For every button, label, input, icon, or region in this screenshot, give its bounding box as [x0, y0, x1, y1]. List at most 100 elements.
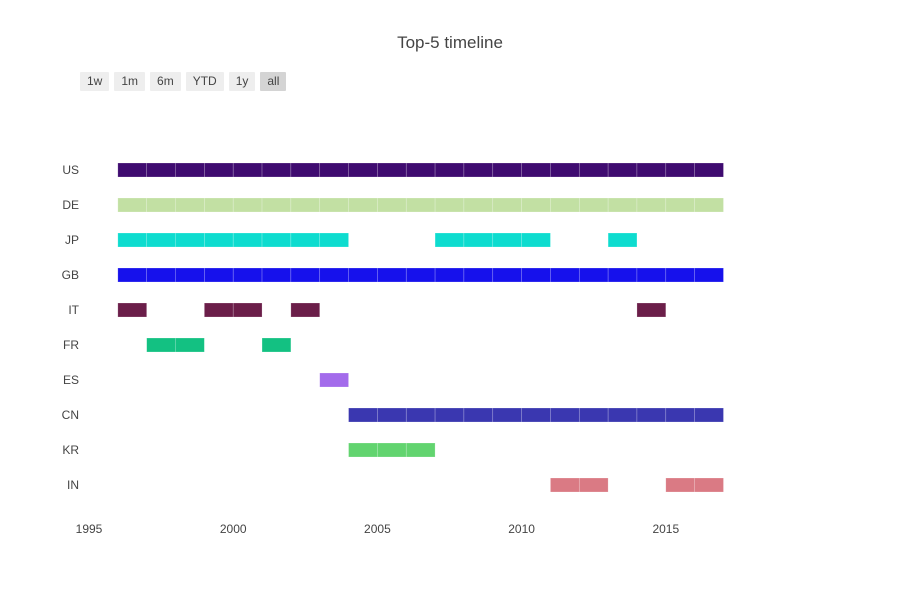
y-tick-label-us: US [62, 163, 79, 177]
bar-us-1997 [146, 162, 176, 178]
bar-gb-2005 [377, 267, 407, 283]
bar-us-2007 [434, 162, 465, 178]
bar-de-2014 [636, 197, 667, 213]
bar-it-2014 [636, 302, 667, 318]
bar-gb-1996 [117, 267, 147, 283]
bar-us-2002 [290, 162, 321, 178]
bar-jp-2002 [290, 232, 321, 248]
bar-gb-1999 [204, 267, 234, 283]
bar-gb-2008 [463, 267, 494, 283]
range-button-6m[interactable]: 6m [150, 72, 181, 91]
bar-jp-2010 [521, 232, 551, 248]
y-tick-label-it: IT [68, 303, 79, 317]
bar-cn-2010 [521, 407, 551, 423]
bar-cn-2007 [434, 407, 465, 423]
bar-gb-2002 [290, 267, 321, 283]
bar-it-2000 [232, 302, 263, 318]
bar-gb-2001 [261, 267, 292, 283]
bar-us-2003 [319, 162, 349, 178]
y-tick-label-fr: FR [63, 338, 79, 352]
bar-de-2010 [521, 197, 551, 213]
bar-gb-2000 [232, 267, 263, 283]
range-button-1w[interactable]: 1w [80, 72, 110, 91]
bar-de-1998 [175, 197, 205, 213]
x-tick-label-2015: 2015 [652, 522, 679, 536]
bar-kr-2004 [348, 442, 378, 458]
bar-jp-2007 [434, 232, 465, 248]
bar-de-2008 [463, 197, 494, 213]
bar-gb-2007 [434, 267, 465, 283]
bar-de-2009 [492, 197, 522, 213]
bar-de-2015 [665, 197, 695, 213]
bar-kr-2006 [405, 442, 436, 458]
bar-cn-2006 [405, 407, 436, 423]
y-tick-label-gb: GB [62, 268, 79, 282]
bar-jp-2001 [261, 232, 292, 248]
x-tick-label-2005: 2005 [364, 522, 391, 536]
chart-title: Top-5 timeline [397, 33, 503, 52]
bar-de-2007 [434, 197, 465, 213]
bar-de-2002 [290, 197, 321, 213]
y-tick-label-es: ES [63, 373, 79, 387]
bar-de-2012 [578, 197, 609, 213]
bar-us-2016 [694, 162, 724, 178]
bar-kr-2005 [377, 442, 407, 458]
range-button-1y[interactable]: 1y [228, 72, 256, 91]
x-tick-label-1995: 1995 [76, 522, 103, 536]
bar-jp-1999 [204, 232, 234, 248]
bar-cn-2011 [550, 407, 580, 423]
bar-us-2001 [261, 162, 292, 178]
y-tick-label-in: IN [67, 478, 79, 492]
bar-us-2004 [348, 162, 378, 178]
bar-gb-2009 [492, 267, 522, 283]
bar-cn-2004 [348, 407, 378, 423]
bar-gb-1997 [146, 267, 176, 283]
bar-jp-2013 [607, 232, 638, 248]
y-tick-label-cn: CN [62, 408, 79, 422]
bar-jp-2009 [492, 232, 522, 248]
bar-it-1996 [117, 302, 147, 318]
bar-gb-2015 [665, 267, 695, 283]
bar-es-2003 [319, 372, 349, 388]
bar-us-2008 [463, 162, 494, 178]
bar-cn-2009 [492, 407, 522, 423]
bar-it-2002 [290, 302, 321, 318]
bar-in-2011 [550, 477, 580, 493]
bar-gb-2004 [348, 267, 378, 283]
bar-de-2000 [232, 197, 263, 213]
bar-de-2016 [694, 197, 724, 213]
bar-de-1996 [117, 197, 147, 213]
bar-de-2006 [405, 197, 436, 213]
range-button-all[interactable]: all [260, 72, 287, 91]
bar-in-2015 [665, 477, 695, 493]
range-selector: 1w 1m 6m YTD 1y all [80, 72, 287, 91]
bar-us-2015 [665, 162, 695, 178]
bar-de-2013 [607, 197, 638, 213]
bar-cn-2008 [463, 407, 494, 423]
bar-gb-2006 [405, 267, 436, 283]
bar-cn-2016 [694, 407, 724, 423]
bar-jp-2008 [463, 232, 494, 248]
bar-us-2006 [405, 162, 436, 178]
y-tick-label-jp: JP [65, 233, 79, 247]
x-tick-label-2000: 2000 [220, 522, 247, 536]
bar-gb-2011 [550, 267, 580, 283]
bar-us-2012 [578, 162, 609, 178]
bar-jp-2000 [232, 232, 263, 248]
bar-fr-2001 [261, 337, 292, 353]
range-button-ytd[interactable]: YTD [185, 72, 224, 91]
bar-cn-2015 [665, 407, 695, 423]
bar-in-2012 [578, 477, 609, 493]
bar-cn-2013 [607, 407, 638, 423]
bar-us-2011 [550, 162, 580, 178]
bar-de-2003 [319, 197, 349, 213]
bar-us-1996 [117, 162, 147, 178]
range-button-1m[interactable]: 1m [114, 72, 146, 91]
x-tick-label-2010: 2010 [508, 522, 535, 536]
bar-cn-2005 [377, 407, 407, 423]
bar-us-1999 [204, 162, 234, 178]
bar-cn-2014 [636, 407, 667, 423]
bar-jp-1997 [146, 232, 176, 248]
bar-gb-2014 [636, 267, 667, 283]
